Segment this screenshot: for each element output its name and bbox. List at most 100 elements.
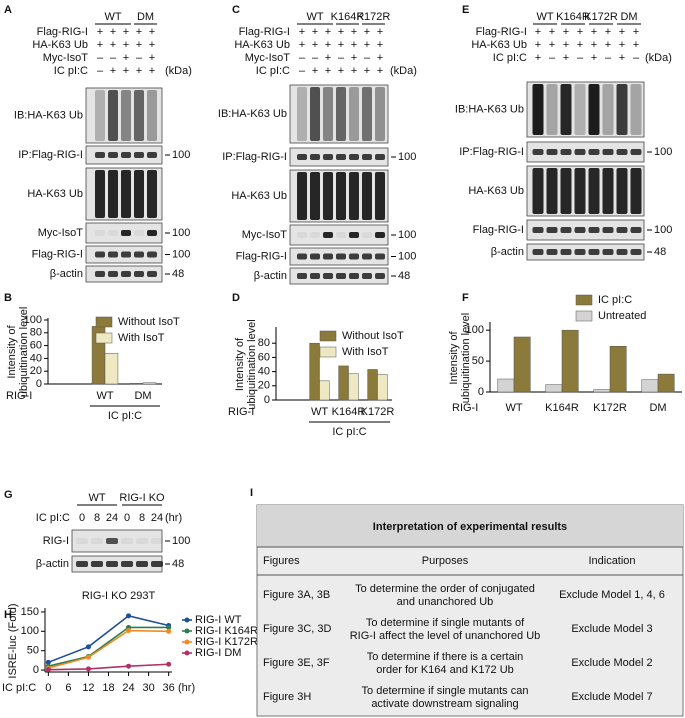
- blot-label: Myc-IsoT: [242, 229, 288, 241]
- condition-sign: +: [338, 65, 344, 77]
- table-cell: and unanchored Ub: [397, 596, 494, 608]
- bar: [367, 369, 378, 401]
- line: [48, 663, 169, 671]
- panel-label: D: [232, 292, 240, 304]
- blot-band: [106, 561, 118, 567]
- point: [126, 663, 132, 669]
- blot-band: [574, 249, 586, 255]
- blot-band: [108, 230, 118, 236]
- y-tick-label: 80: [258, 337, 270, 349]
- condition-sign: –: [605, 52, 612, 64]
- blot-label: IP:Flag-RIG-I: [18, 149, 83, 161]
- x-axis-label: (hr): [178, 682, 195, 694]
- y-axis-label: ubiquitination level: [246, 319, 258, 410]
- condition-sign: +: [377, 39, 383, 51]
- row-label: RIG-I: [452, 402, 478, 414]
- legend-label: RIG-I K172R: [195, 636, 258, 648]
- condition-sign: +: [351, 39, 357, 51]
- blot-label: HA-K63 Ub: [27, 188, 83, 200]
- x-tick-label: K172R: [361, 406, 395, 418]
- table-cell: To determine the order of conjugated: [355, 583, 535, 595]
- blot-band: [297, 232, 307, 238]
- condition-sign: +: [591, 26, 597, 38]
- legend-swatch: [575, 294, 593, 306]
- condition-sign: –: [577, 52, 584, 64]
- blot-band: [574, 227, 586, 233]
- table-cell: RIG-I affect the level of unanchored Ub: [350, 630, 541, 642]
- condition-sign: –: [110, 52, 117, 64]
- blot-band: [121, 271, 131, 277]
- blot-band: [375, 253, 385, 260]
- x-tick-label: 36: [163, 682, 175, 694]
- point: [166, 661, 172, 667]
- blot-band: [147, 170, 157, 218]
- condition-sign: +: [149, 39, 155, 51]
- condition-sign: +: [364, 39, 370, 51]
- bar: [309, 342, 320, 401]
- condition-sign: +: [577, 26, 583, 38]
- condition-sign: 0: [124, 512, 130, 524]
- blot-label: β-actin: [254, 270, 287, 282]
- condition-label: Flag-RIG-I: [476, 26, 527, 38]
- group-label: WT: [104, 11, 121, 23]
- bar: [593, 389, 611, 393]
- legend-marker: [184, 628, 190, 634]
- legend-marker: [184, 617, 190, 623]
- blot-band: [136, 538, 148, 544]
- table-cell: To determine if single mutants can: [362, 685, 529, 697]
- point: [85, 666, 91, 672]
- bar: [545, 384, 563, 393]
- blot-band: [602, 168, 614, 214]
- condition-sign: +: [351, 65, 357, 77]
- blot-band: [91, 538, 103, 544]
- blot-band: [147, 251, 157, 258]
- blot-band: [95, 170, 105, 218]
- blot-band: [336, 87, 346, 141]
- y-tick-label: 0: [264, 394, 270, 406]
- blot-band: [630, 249, 642, 255]
- blot-label: β-actin: [491, 246, 524, 258]
- x-tick-label: DM: [649, 402, 666, 414]
- bar: [319, 380, 330, 401]
- group-label: IC pI:C: [108, 410, 142, 422]
- condition-sign: +: [351, 52, 357, 64]
- blot-band: [375, 154, 385, 160]
- table-cell: Figure 3H: [263, 691, 311, 703]
- blot-label: Flag-RIG-I: [236, 250, 287, 262]
- blot-band: [362, 172, 372, 220]
- blot-band: [588, 227, 600, 233]
- condition-label: HA-K63 Ub: [471, 39, 527, 51]
- table-title-bg: [257, 505, 683, 547]
- blot: [289, 224, 389, 246]
- condition-sign: +: [325, 26, 331, 38]
- condition-sign: +: [377, 26, 383, 38]
- x-tick-label: 18: [102, 682, 114, 694]
- condition-sign: +: [605, 39, 611, 51]
- panel-label: E: [462, 4, 469, 16]
- condition-label: HA-K63 Ub: [234, 39, 290, 51]
- blot-label: IB:HA-K63 Ub: [14, 109, 83, 121]
- condition-sign: +: [136, 65, 142, 77]
- condition-sign: +: [591, 52, 597, 64]
- unit-label: (kDa): [645, 52, 672, 64]
- blot-band: [134, 170, 144, 218]
- condition-sign: +: [351, 26, 357, 38]
- blot-band: [323, 154, 333, 160]
- condition-label: IC pI:C: [256, 65, 290, 77]
- table-cell: Figure 3A, 3B: [263, 589, 330, 601]
- condition-sign: +: [563, 52, 569, 64]
- blot-band: [151, 538, 163, 544]
- bar: [104, 353, 119, 385]
- condition-sign: +: [633, 26, 639, 38]
- y-tick-label: 150: [21, 606, 39, 618]
- condition-label: HA-K63 Ub: [32, 39, 88, 51]
- bar: [129, 383, 144, 385]
- blot-band: [362, 232, 372, 238]
- unit-label: (hr): [165, 512, 182, 524]
- x-tick-label: 0: [45, 682, 51, 694]
- blot-band: [375, 87, 385, 141]
- blot-label: β-actin: [36, 558, 69, 570]
- line: [48, 614, 169, 664]
- group-label: RIG-I KO: [119, 492, 165, 504]
- blot-band: [375, 232, 385, 238]
